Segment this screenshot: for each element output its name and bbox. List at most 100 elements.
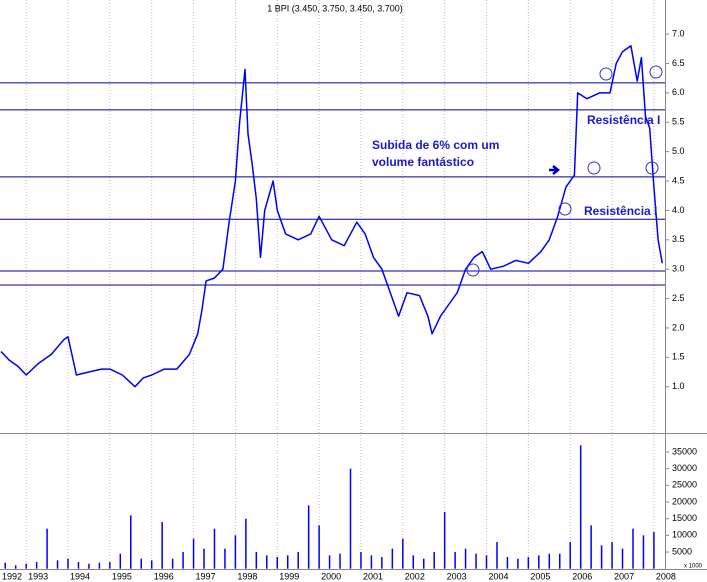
- plot-area: Subida de 6% com um volume fantástico Resi…: [0, 45, 665, 569]
- y-tick-label: 5.0: [672, 146, 685, 156]
- volume-bar: [632, 528, 634, 569]
- annotation: Resistência I: [587, 113, 660, 127]
- volume-bar: [496, 542, 498, 569]
- volume-bar: [454, 552, 456, 569]
- volume-bar: [579, 445, 582, 569]
- volume-bar: [14, 565, 17, 569]
- volume-bar: [182, 552, 184, 569]
- volume-bar: [266, 555, 268, 569]
- volume-bar: [255, 552, 258, 569]
- y-tick-label: 20000: [672, 496, 697, 506]
- volume-bar: [213, 528, 216, 569]
- price-line: [0, 45, 664, 388]
- volume-bar: [527, 557, 530, 569]
- volume-bar: [412, 555, 415, 569]
- volume-bar: [621, 548, 624, 569]
- y-tick-label: 10000: [672, 530, 697, 540]
- y-tick-label: 7.0: [672, 28, 685, 38]
- volume-bar: [119, 553, 122, 569]
- y-tick-label: 6.5: [672, 58, 685, 68]
- volume-bar: [339, 553, 341, 569]
- volume-bar: [192, 538, 195, 569]
- volume-bar: [475, 553, 477, 569]
- volume-bar: [140, 558, 142, 569]
- volume-bar: [46, 528, 48, 569]
- volume-bar: [558, 553, 561, 569]
- volume-bar: [600, 545, 603, 569]
- y-tick-label: 5000: [672, 546, 692, 556]
- volume-bar: [161, 522, 163, 569]
- volume-bar: [653, 532, 655, 569]
- volume-bar: [381, 557, 383, 569]
- x-tick-label: 1995: [112, 571, 132, 581]
- x-tick-label: 1993: [28, 571, 48, 581]
- volume-bar: [349, 468, 352, 569]
- x-tick-label: 2000: [321, 571, 341, 581]
- y-tick-label: 4.0: [672, 205, 685, 215]
- volume-bar: [109, 562, 111, 569]
- grid: [25, 0, 655, 569]
- volume-bar: [286, 555, 289, 569]
- volume-bar: [25, 563, 27, 569]
- volume-bar: [370, 555, 373, 569]
- x-tick-label: 1992: [2, 571, 22, 581]
- x-tick-label: 2007: [614, 571, 634, 581]
- chart-title: 1 BPI (3.450, 3.750, 3.450, 3.700): [267, 3, 403, 13]
- volume-bar: [590, 525, 592, 569]
- y-tick-label: 25000: [672, 480, 697, 490]
- volume-bar: [88, 563, 90, 569]
- x-tick-label: 2005: [530, 571, 550, 581]
- volume-bar: [517, 558, 519, 569]
- volume-bar: [433, 552, 435, 569]
- annotation: Subida de 6% com um: [372, 138, 499, 152]
- y-tick-label: 2.0: [672, 322, 685, 332]
- volume-bar: [150, 560, 153, 569]
- volume-bar: [611, 542, 613, 569]
- volume-bar: [224, 548, 226, 569]
- y-axis-label: x 1000: [684, 564, 703, 570]
- volume-bar: [360, 552, 362, 569]
- x-tick-label: 2004: [489, 571, 509, 581]
- x-tick-label: 1996: [154, 571, 174, 581]
- y-tick-label: 6.0: [672, 87, 685, 97]
- y-tick-label: 3.5: [672, 234, 685, 244]
- volume-bar: [77, 562, 80, 569]
- volume-bar: [276, 557, 279, 569]
- y-tick-label: 3.0: [672, 264, 685, 274]
- volume-bar: [203, 548, 205, 569]
- volume-bar: [318, 525, 320, 569]
- volume-bar: [130, 515, 132, 569]
- annotation: volume fantástico: [372, 155, 474, 169]
- y-tick-label: 5.5: [672, 117, 685, 127]
- volume-bar: [506, 557, 509, 569]
- volume-bar: [485, 555, 488, 569]
- volume-bar: [569, 542, 571, 569]
- y-tick-label: 1.5: [672, 352, 685, 362]
- volume-bar: [328, 555, 331, 569]
- volume-bar: [56, 560, 59, 569]
- y-tick-label: 2.5: [672, 293, 685, 303]
- x-tick-label: 2003: [447, 571, 467, 581]
- volume-bar: [642, 535, 645, 569]
- y-tick-label: 4.5: [672, 175, 685, 185]
- x-tick-label: 2008: [656, 571, 676, 581]
- y-tick-label: 15000: [672, 513, 697, 523]
- y-tick-label: 30000: [672, 463, 697, 473]
- x-tick-label: 2002: [405, 571, 425, 581]
- y-tick-label: 1.0: [672, 381, 685, 391]
- volume-bar: [443, 512, 446, 569]
- volume-bar: [464, 548, 467, 569]
- x-tick-label: 1997: [196, 571, 216, 581]
- x-tick-label: 2006: [572, 571, 592, 581]
- volume-bar: [422, 558, 425, 569]
- volume-bar: [67, 558, 69, 569]
- x-tick-label: 1998: [237, 571, 257, 581]
- volume-bar: [35, 562, 38, 569]
- x-tick-label: 1999: [279, 571, 299, 581]
- volume-bar: [171, 558, 174, 569]
- volume-bar: [538, 555, 540, 569]
- volume-bar: [245, 518, 247, 569]
- volume-bar: [402, 538, 404, 569]
- volume-bar: [98, 562, 101, 569]
